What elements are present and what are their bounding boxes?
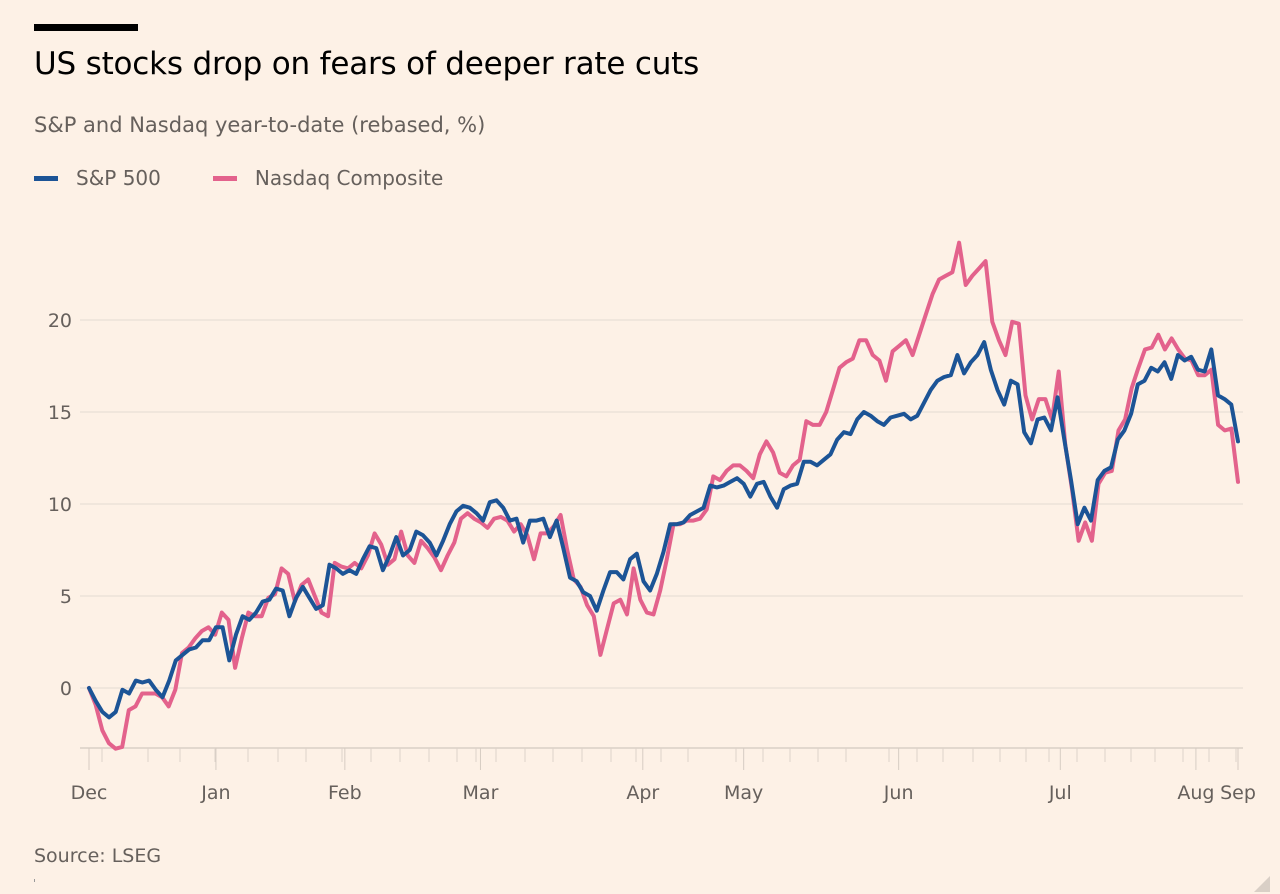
x-tick-label-jul: Jul xyxy=(1048,782,1072,804)
x-tick-label-mar: Mar xyxy=(463,782,499,804)
x-tick-label-sep: Sep xyxy=(1220,782,1256,804)
series-line-sp500 xyxy=(87,340,1240,720)
y-tick-label-0: 0 xyxy=(60,678,72,700)
x-tick-label-dec: Dec xyxy=(71,782,108,804)
chart-subtitle: S&P and Nasdaq year-to-date (rebased, %) xyxy=(34,113,486,137)
series-line-nasdaq xyxy=(87,240,1240,751)
legend-label-sp500: S&P 500 xyxy=(76,166,161,190)
resize-corner-icon xyxy=(1254,876,1270,892)
y-tick-label-20: 20 xyxy=(48,310,72,332)
x-tick-label-may: May xyxy=(724,782,763,804)
y-axis-labels: 0 5 10 15 20 xyxy=(48,310,72,700)
x-tick-label-feb: Feb xyxy=(328,782,362,804)
x-tick-label-apr: Apr xyxy=(626,782,659,804)
legend-swatch-sp500 xyxy=(34,175,58,181)
brand-bar xyxy=(34,24,138,31)
legend-item-nasdaq: Nasdaq Composite xyxy=(212,166,444,190)
y-tick-label-15: 15 xyxy=(48,402,72,424)
series-lines xyxy=(87,240,1240,751)
x-tick-label-jun: Jun xyxy=(883,782,914,804)
chart-title: US stocks drop on fears of deeper rate c… xyxy=(34,46,700,82)
legend: S&P 500 Nasdaq Composite xyxy=(34,166,495,190)
y-tick-label-10: 10 xyxy=(48,494,72,516)
gridlines xyxy=(80,319,1243,689)
legend-item-sp500: S&P 500 xyxy=(34,166,161,190)
y-tick-label-5: 5 xyxy=(60,586,72,608)
legend-swatch-nasdaq xyxy=(212,175,237,181)
footer-mark xyxy=(34,879,35,882)
x-axis: Dec Jan Feb Mar Apr May Jun Jul Aug Sep xyxy=(71,747,1256,804)
x-tick-label-aug: Aug xyxy=(1177,782,1214,804)
x-tick-label-jan: Jan xyxy=(200,782,230,804)
source-note: Source: LSEG xyxy=(34,845,162,867)
legend-label-nasdaq: Nasdaq Composite xyxy=(254,166,444,190)
